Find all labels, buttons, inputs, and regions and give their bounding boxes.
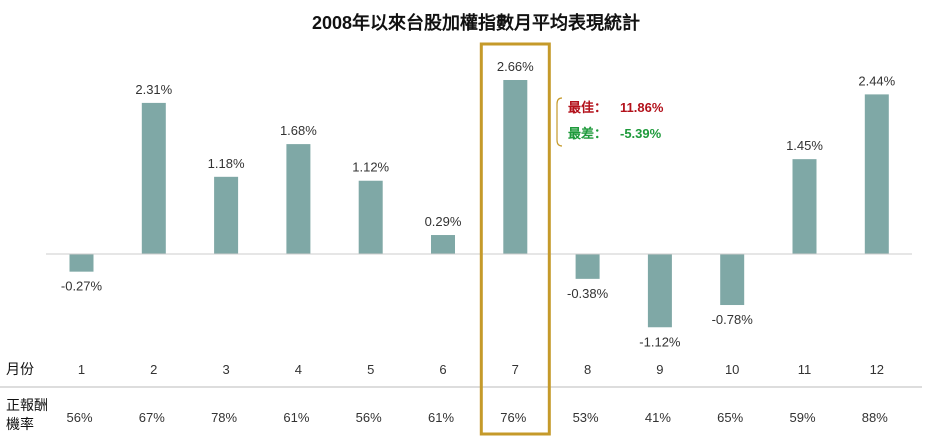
winrate-label-month-12: 88% — [862, 410, 888, 425]
month-label-11: 11 — [798, 362, 812, 377]
bar-month-9 — [647, 254, 672, 328]
value-label-month-7: 2.66% — [497, 59, 534, 74]
value-label-month-8: -0.38% — [567, 286, 609, 301]
month-label-1: 1 — [78, 362, 85, 377]
winrate-label-month-9: 41% — [645, 410, 671, 425]
winrate-label-month-6: 61% — [428, 410, 454, 425]
winrate-label-month-10: 65% — [717, 410, 743, 425]
bar-month-10 — [720, 254, 745, 306]
bar-month-7 — [503, 80, 528, 254]
july-highlight-box — [479, 42, 551, 436]
winrate-row-label-line1: 正報酬 — [6, 397, 48, 413]
value-label-month-4: 1.68% — [280, 123, 317, 138]
month-label-6: 6 — [439, 362, 446, 377]
winrate-label-month-8: 53% — [573, 410, 599, 425]
bar-month-2 — [141, 102, 166, 254]
annotation-bracket — [556, 97, 563, 147]
value-label-month-5: 1.12% — [352, 160, 389, 175]
month-label-4: 4 — [295, 362, 302, 377]
bars-layer — [69, 80, 889, 328]
month-label-5: 5 — [367, 362, 374, 377]
worst-return-label: 最差： — [568, 126, 607, 141]
value-label-month-9: -1.12% — [639, 334, 681, 349]
month-label-7: 7 — [512, 362, 519, 377]
winrate-label-month-1: 56% — [66, 410, 92, 425]
month-label-10: 10 — [725, 362, 739, 377]
winrate-row-label-line2: 機率 — [6, 416, 34, 432]
month-label-8: 8 — [584, 362, 591, 377]
bar-month-5 — [358, 180, 383, 254]
bar-month-1 — [69, 254, 94, 272]
best-return-label: 最佳： — [568, 100, 607, 115]
bar-month-3 — [214, 176, 239, 254]
month-labels-layer: 1 2 3 4 5 6 7 8 9 10 11 12 — [78, 362, 884, 377]
month-label-9: 9 — [656, 362, 663, 377]
winrate-label-month-3: 78% — [211, 410, 237, 425]
value-label-month-2: 2.31% — [135, 82, 172, 97]
winrate-label-month-5: 56% — [356, 410, 382, 425]
value-label-month-6: 0.29% — [425, 214, 462, 229]
value-labels-layer: -0.27% 2.31% 1.18% 1.68% 1.12% 0.29% 2.66% -0.3… — [61, 59, 896, 349]
value-label-month-12: 2.44% — [858, 73, 895, 88]
winrate-label-month-7: 76% — [500, 410, 526, 425]
best-return-value: 11.86% — [620, 100, 664, 115]
winrate-labels-layer: 56% 67% 78% 61% 56% 61% 76% 53% 41% 65% 59% 88% — [66, 410, 888, 425]
chart-title: 2008年以來台股加權指數月平均表現統計 — [312, 12, 640, 33]
worst-return-value: -5.39% — [620, 126, 662, 141]
value-label-month-3: 1.18% — [208, 156, 245, 171]
value-label-month-10: -0.78% — [712, 312, 754, 327]
bar-month-8 — [575, 254, 600, 279]
month-label-2: 2 — [150, 362, 157, 377]
winrate-label-month-11: 59% — [789, 410, 815, 425]
month-row-label: 月份 — [6, 361, 34, 377]
bar-month-6 — [431, 235, 455, 254]
bar-month-12 — [864, 94, 889, 254]
winrate-label-month-2: 67% — [139, 410, 165, 425]
month-label-3: 3 — [222, 362, 229, 377]
bar-month-4 — [286, 144, 311, 254]
value-label-month-11: 1.45% — [786, 138, 823, 153]
winrate-label-month-4: 61% — [283, 410, 309, 425]
month-label-12: 12 — [870, 362, 884, 377]
bar-month-11 — [792, 159, 817, 254]
value-label-month-1: -0.27% — [61, 279, 103, 294]
